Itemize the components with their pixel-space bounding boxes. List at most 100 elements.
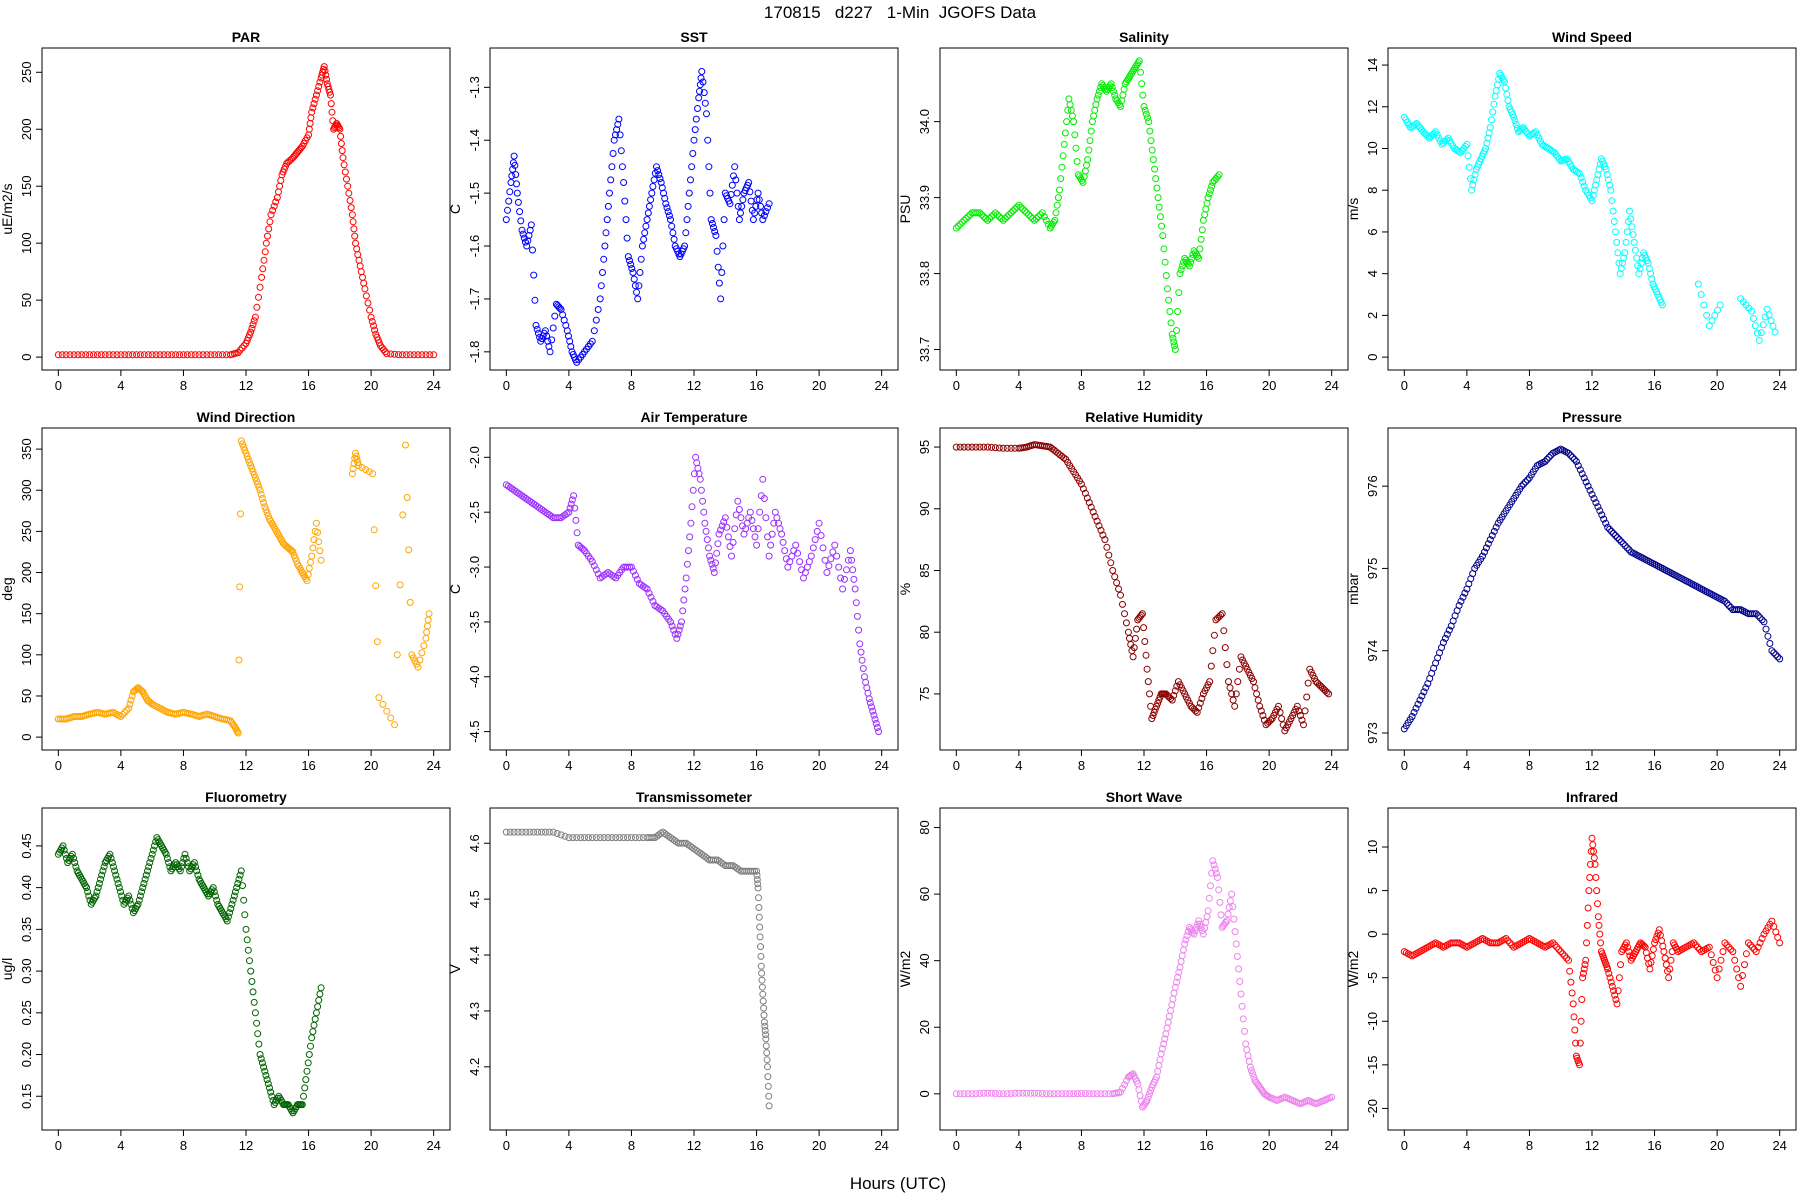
data-point — [1592, 499, 1600, 507]
data-point — [129, 351, 137, 359]
data-point — [737, 514, 745, 522]
data-point — [568, 496, 576, 504]
data-point — [1218, 610, 1226, 618]
data-point — [748, 516, 756, 524]
data-point — [1119, 600, 1126, 608]
data-point — [1561, 952, 1569, 960]
data-point — [807, 552, 815, 560]
y-tick-label: 4.2 — [467, 1058, 482, 1076]
data-point — [634, 295, 642, 303]
data-point — [590, 562, 598, 570]
data-point — [687, 176, 694, 184]
data-point — [1217, 611, 1225, 619]
data-point — [592, 316, 600, 324]
data-point — [1129, 653, 1137, 661]
data-point — [707, 216, 715, 224]
data-point — [140, 351, 148, 359]
data-point — [1595, 921, 1603, 929]
data-point — [248, 978, 256, 985]
panel-par: PAR uE/m2/s 0 4 8 12 16 20 24 0 50 100 150 200 250 — [0, 29, 451, 393]
data-point — [1162, 272, 1170, 279]
data-point — [1143, 1097, 1151, 1104]
data-point — [702, 527, 710, 535]
data-point — [59, 842, 67, 850]
data-point — [649, 834, 657, 842]
y-tick-label: -1.5 — [467, 182, 482, 204]
data-point — [1054, 194, 1062, 202]
data-point — [762, 1042, 770, 1050]
y-tick-label: -15 — [1365, 1055, 1380, 1074]
y-tick-label: -2.0 — [467, 446, 482, 468]
data-point — [168, 351, 176, 359]
data-point — [183, 351, 191, 359]
data-point — [1225, 903, 1233, 911]
data-point — [1752, 948, 1760, 956]
data-point — [1590, 186, 1598, 194]
data-point — [673, 634, 681, 642]
data-point — [258, 495, 266, 502]
x-tick-label: 8 — [1526, 1138, 1533, 1153]
data-point — [353, 455, 361, 463]
data-point — [348, 211, 356, 219]
data-point — [1577, 1017, 1585, 1025]
data-point — [1576, 1039, 1584, 1047]
data-point — [712, 232, 720, 239]
data-point — [999, 216, 1007, 224]
x-tick-label: 4 — [1015, 1138, 1022, 1153]
data-point — [654, 167, 662, 175]
data-point — [1160, 1040, 1168, 1048]
data-point — [545, 343, 553, 350]
data-point — [1171, 983, 1179, 991]
data-point — [608, 163, 616, 171]
data-point — [1191, 927, 1199, 935]
x-tick-label: 12 — [1137, 758, 1151, 773]
data-point — [341, 168, 349, 176]
data-point — [1276, 708, 1284, 716]
data-point — [749, 525, 757, 533]
data-point — [1147, 1087, 1155, 1094]
data-point — [1129, 66, 1137, 74]
data-point — [506, 188, 514, 196]
data-point — [610, 573, 618, 581]
data-point — [1054, 1090, 1062, 1098]
data-point — [754, 189, 762, 197]
data-point — [764, 1073, 772, 1081]
data-point — [1725, 943, 1733, 951]
data-point — [848, 556, 856, 564]
data-point — [1582, 478, 1590, 486]
data-point — [403, 494, 411, 501]
data-point — [1567, 978, 1575, 986]
data-point — [1167, 319, 1175, 327]
data-point — [1038, 1090, 1046, 1097]
data-points-air-temperature — [502, 453, 883, 736]
data-point — [1011, 1089, 1019, 1097]
data-point — [1610, 987, 1617, 995]
data-point — [1596, 930, 1604, 938]
data-point — [715, 530, 723, 538]
x-tick-label: 0 — [1401, 758, 1408, 773]
data-point — [1619, 540, 1627, 548]
data-point — [1646, 965, 1654, 973]
data-point — [160, 351, 168, 359]
data-point — [567, 343, 575, 350]
data-point — [624, 253, 632, 261]
data-point — [1081, 1090, 1089, 1098]
data-point — [1592, 874, 1600, 881]
data-point — [1524, 476, 1531, 484]
data-point — [242, 449, 250, 457]
data-point — [1205, 894, 1213, 902]
data-point — [762, 1035, 770, 1043]
data-point — [134, 900, 142, 908]
data-point — [244, 946, 252, 954]
data-point — [1140, 103, 1148, 110]
data-point — [316, 547, 324, 555]
data-point — [1235, 665, 1243, 673]
data-point — [1146, 1090, 1153, 1098]
y-tick-label: -1.8 — [467, 341, 482, 363]
x-tick-label: 20 — [1710, 1138, 1724, 1153]
data-point — [1226, 897, 1234, 905]
data-point — [1653, 932, 1661, 940]
data-point — [227, 905, 235, 912]
y-tick-label: 4.5 — [467, 890, 482, 908]
data-point — [1293, 702, 1301, 710]
